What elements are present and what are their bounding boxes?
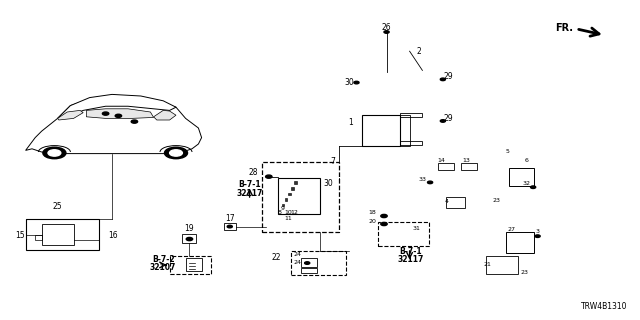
- Text: 24: 24: [294, 252, 301, 257]
- Circle shape: [170, 150, 182, 156]
- Text: 5: 5: [506, 148, 509, 154]
- Circle shape: [440, 78, 445, 81]
- Text: 25: 25: [52, 202, 63, 211]
- Polygon shape: [26, 96, 202, 154]
- Bar: [400, 141, 422, 145]
- Bar: [291, 251, 346, 275]
- Bar: [301, 268, 317, 273]
- Text: B-7-1: B-7-1: [238, 180, 261, 188]
- Circle shape: [164, 147, 188, 159]
- Bar: [446, 197, 465, 208]
- Bar: [42, 224, 74, 245]
- Bar: [461, 163, 477, 170]
- Polygon shape: [58, 110, 83, 120]
- Text: 17: 17: [225, 214, 235, 223]
- Bar: [170, 256, 211, 274]
- Polygon shape: [86, 109, 154, 118]
- Bar: [35, 235, 42, 240]
- Text: 9: 9: [281, 205, 285, 211]
- Text: 22: 22: [272, 253, 281, 262]
- Text: 13: 13: [462, 158, 470, 163]
- Circle shape: [381, 214, 387, 218]
- Bar: [282, 204, 284, 206]
- Text: 33: 33: [419, 177, 426, 182]
- Bar: [285, 198, 287, 201]
- Bar: [509, 168, 534, 186]
- Circle shape: [305, 262, 310, 264]
- Text: 23: 23: [521, 270, 529, 275]
- Circle shape: [186, 237, 193, 241]
- Text: 3: 3: [536, 228, 540, 234]
- Bar: [224, 223, 236, 230]
- Polygon shape: [58, 94, 176, 118]
- Bar: [288, 193, 291, 195]
- Bar: [400, 115, 410, 146]
- Text: 6: 6: [524, 157, 528, 163]
- Text: 29: 29: [443, 72, 453, 81]
- Bar: [291, 187, 294, 189]
- Text: B-7-1: B-7-1: [399, 247, 422, 256]
- Bar: [506, 232, 534, 253]
- Circle shape: [440, 120, 445, 122]
- Circle shape: [115, 114, 122, 117]
- Bar: [438, 163, 454, 170]
- Bar: [378, 222, 429, 246]
- Bar: [362, 115, 400, 146]
- Text: 12: 12: [291, 210, 298, 215]
- Text: 32117: 32117: [397, 255, 424, 264]
- Circle shape: [381, 222, 387, 226]
- Text: 1: 1: [348, 118, 353, 127]
- Circle shape: [43, 147, 66, 159]
- Text: 20: 20: [369, 219, 376, 224]
- Text: 31: 31: [412, 226, 420, 231]
- Bar: [182, 234, 196, 243]
- Circle shape: [531, 186, 536, 188]
- Text: 23: 23: [493, 198, 500, 204]
- Bar: [400, 113, 422, 117]
- Bar: [486, 256, 518, 274]
- Bar: [262, 162, 339, 232]
- Text: 27: 27: [508, 227, 516, 232]
- Text: 30: 30: [323, 179, 333, 188]
- Text: B-7-2: B-7-2: [152, 255, 175, 264]
- Circle shape: [48, 150, 61, 156]
- Text: 32: 32: [522, 180, 530, 186]
- Text: FR.: FR.: [555, 23, 573, 33]
- Text: 10: 10: [284, 210, 292, 215]
- Text: 7: 7: [330, 157, 335, 166]
- Text: 24: 24: [294, 260, 301, 265]
- Bar: [186, 258, 202, 271]
- Text: 16: 16: [108, 231, 118, 240]
- Text: 2: 2: [417, 47, 422, 56]
- Bar: [26, 219, 99, 250]
- Text: 29: 29: [443, 114, 453, 123]
- Text: 32117: 32117: [236, 189, 263, 198]
- Text: 32107: 32107: [150, 263, 177, 272]
- Circle shape: [227, 225, 232, 228]
- Text: 26: 26: [381, 23, 392, 32]
- Text: 15: 15: [15, 231, 26, 240]
- Circle shape: [535, 235, 540, 237]
- Polygon shape: [154, 110, 176, 120]
- Text: 28: 28: [248, 168, 257, 177]
- Text: 4: 4: [445, 199, 449, 204]
- Circle shape: [131, 120, 138, 123]
- Bar: [301, 258, 317, 267]
- Circle shape: [266, 175, 272, 178]
- Bar: [294, 181, 297, 184]
- Circle shape: [102, 112, 109, 115]
- Circle shape: [384, 31, 389, 33]
- Circle shape: [428, 181, 433, 184]
- Circle shape: [354, 81, 359, 84]
- Text: 30: 30: [344, 78, 355, 87]
- Bar: [278, 178, 320, 214]
- Text: 11: 11: [285, 216, 292, 221]
- Text: 8: 8: [278, 210, 282, 215]
- Text: 14: 14: [438, 158, 445, 163]
- Text: 18: 18: [369, 210, 376, 215]
- Text: 21: 21: [484, 261, 492, 267]
- Text: 19: 19: [184, 224, 195, 233]
- Text: TRW4B1310: TRW4B1310: [580, 302, 627, 311]
